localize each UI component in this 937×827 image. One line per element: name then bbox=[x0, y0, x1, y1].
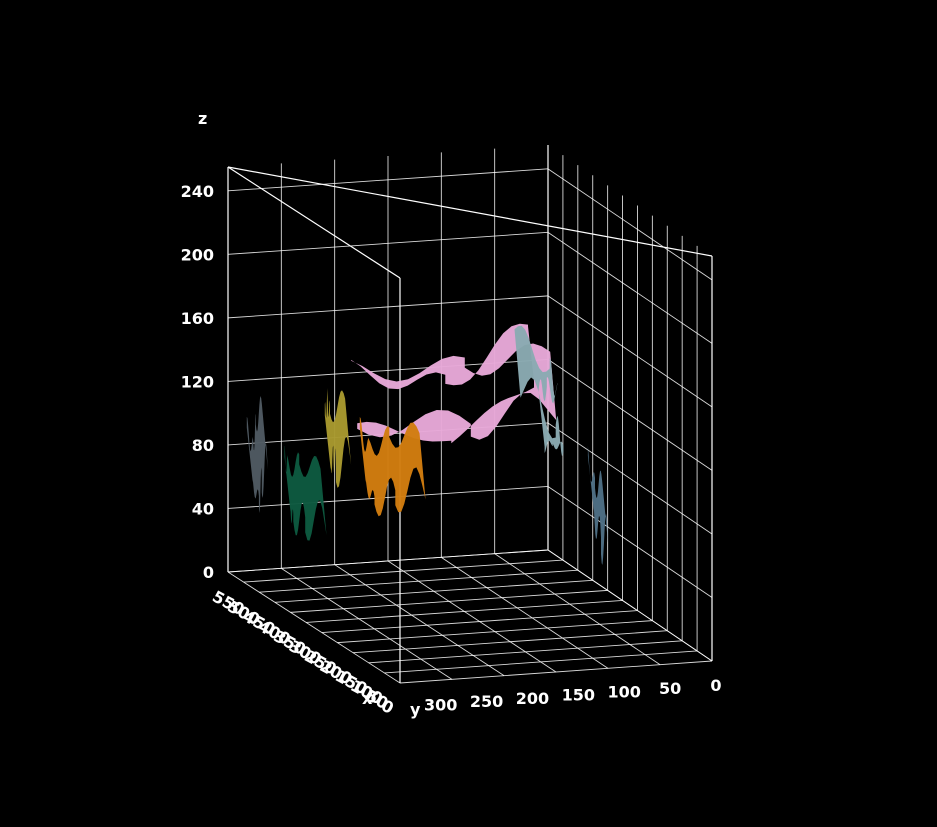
y-tick-label: 200 bbox=[516, 689, 549, 708]
y-tick-label: 150 bbox=[562, 686, 595, 705]
grid-line bbox=[227, 486, 549, 509]
grid-line bbox=[441, 556, 609, 669]
chart-walls bbox=[227, 145, 713, 684]
z-axis-title: z bbox=[198, 109, 207, 128]
grid-line bbox=[227, 571, 401, 684]
grid-line bbox=[227, 231, 549, 255]
surface-layer-4 bbox=[246, 396, 268, 513]
grid-line bbox=[547, 231, 713, 344]
y-tick-label: 100 bbox=[608, 682, 641, 701]
grid-line bbox=[547, 422, 713, 535]
y-tick-label: 50 bbox=[659, 679, 681, 698]
box-edge bbox=[227, 166, 713, 257]
surface-layer-1 bbox=[514, 325, 564, 456]
surface-layer-2 bbox=[324, 387, 352, 488]
surface-layer-5 bbox=[284, 446, 327, 541]
z-tick-label: 200 bbox=[181, 245, 214, 264]
grid-line bbox=[547, 168, 713, 281]
z-tick-label: 120 bbox=[181, 372, 214, 391]
z-tick-label: 0 bbox=[203, 563, 214, 582]
surface-layer-3 bbox=[359, 417, 426, 517]
grid-line bbox=[387, 560, 557, 673]
box-edge bbox=[227, 166, 401, 279]
x-axis-title: x bbox=[362, 689, 373, 708]
z-tick-label: 80 bbox=[192, 436, 214, 455]
y-axis-title: y bbox=[410, 700, 421, 719]
grid-line bbox=[547, 549, 713, 662]
z-tick-label: 160 bbox=[181, 309, 214, 328]
z-tick-label: 40 bbox=[192, 499, 214, 518]
grid-line bbox=[227, 168, 549, 192]
grid-line bbox=[547, 486, 713, 598]
grid-line bbox=[281, 567, 453, 680]
surface-layer-6 bbox=[587, 445, 609, 565]
grid-line bbox=[547, 295, 713, 408]
surface-layer-0 bbox=[351, 323, 557, 444]
grid-line bbox=[334, 564, 505, 677]
grid-line bbox=[547, 359, 713, 471]
surface-layers bbox=[246, 323, 609, 565]
z-tick-label: 240 bbox=[181, 182, 214, 201]
y-tick-label: 0 bbox=[710, 676, 721, 695]
y-tick-label: 300 bbox=[424, 695, 457, 714]
grid-line bbox=[227, 295, 549, 319]
grid-line bbox=[494, 553, 661, 666]
y-tick-label: 250 bbox=[470, 692, 503, 711]
